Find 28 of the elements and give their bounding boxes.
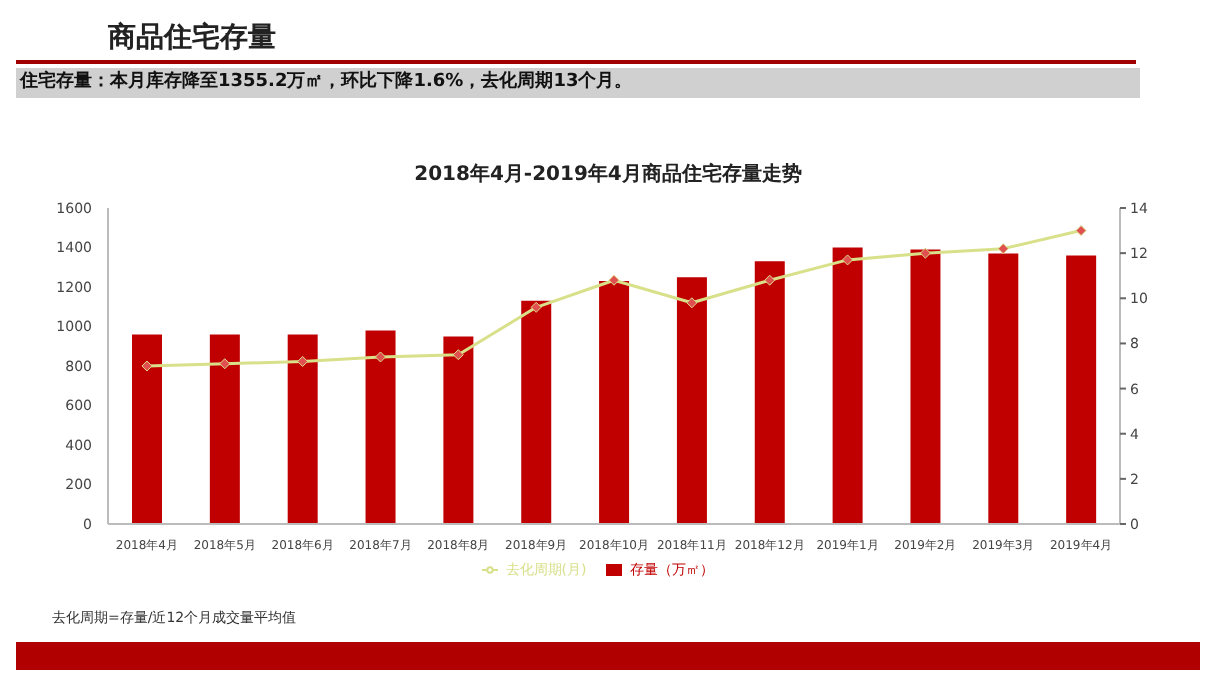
point <box>374 351 386 363</box>
bar <box>832 247 863 524</box>
point <box>1075 225 1087 237</box>
bar <box>1066 255 1097 524</box>
bar <box>209 334 240 524</box>
bar <box>287 334 318 524</box>
text: 住宅存量：本月库存降至1355.2万㎡，环比下降1.6%，去化周期13个月。 <box>16 68 1140 98</box>
point <box>608 274 620 286</box>
point <box>686 297 698 309</box>
point <box>764 274 776 286</box>
chart-title: 2018年4月-2019年4月商品住宅存量走势 <box>412 160 804 188</box>
bar <box>910 249 941 524</box>
bar <box>599 281 630 524</box>
bar <box>132 334 162 524</box>
point <box>297 355 309 367</box>
bar <box>988 253 1019 524</box>
text: 商品住宅存量 <box>108 20 276 56</box>
bar <box>365 330 396 524</box>
bar <box>754 261 785 524</box>
bar <box>443 336 474 524</box>
point <box>219 358 231 370</box>
point <box>919 247 931 259</box>
point <box>530 301 542 313</box>
point <box>997 243 1009 255</box>
point <box>842 254 854 266</box>
bar <box>676 277 707 524</box>
point <box>452 349 464 361</box>
bar <box>521 300 552 524</box>
